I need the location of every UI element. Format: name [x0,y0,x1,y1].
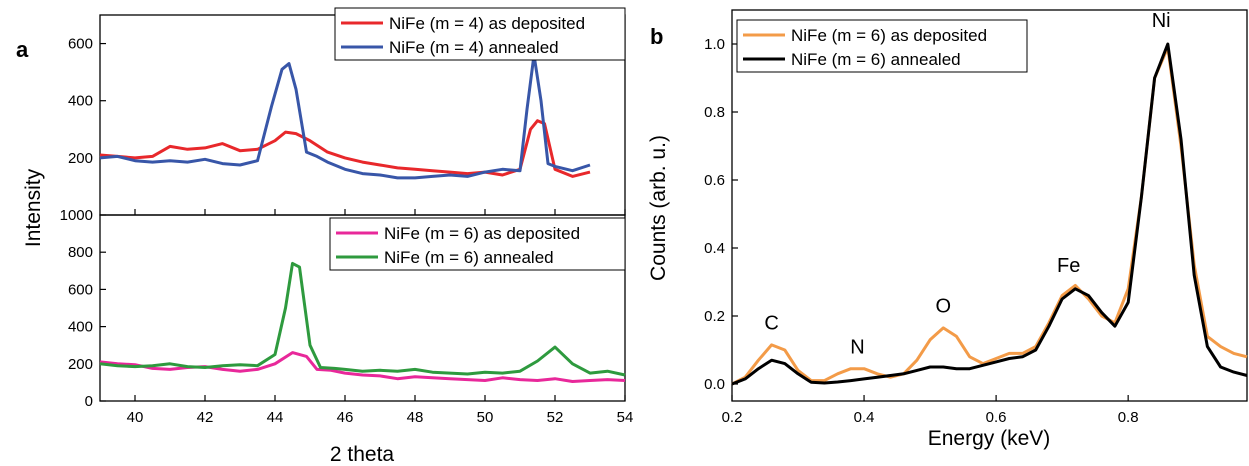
y-tick-label: 0.6 [704,172,725,189]
legend-label: NiFe (m = 6) as deposited [384,224,580,243]
x-tick-label: 42 [197,409,214,426]
series-line-2 [731,42,1248,386]
y-tick-label: 400 [68,319,93,336]
y-tick-label: 0.4 [704,240,725,257]
x-tick-label: 0.4 [854,409,875,426]
y-tick-label: 1.0 [704,36,725,53]
x-tick-label: 54 [617,409,634,426]
legend-label: NiFe (m = 4) as deposited [389,14,585,33]
legend-label: NiFe (m = 6) annealed [384,248,554,267]
x-axis-label-a: 2 theta [330,443,395,466]
x-axis-label-b: Energy (keV) [928,427,1051,450]
y-tick-label: 0.8 [704,104,725,121]
series-line-2 [99,53,591,180]
legend-label: NiFe (m = 6) as deposited [791,26,987,45]
series-line-1 [99,351,626,383]
y-tick-label: 200 [68,356,93,373]
peak-label-c: C [764,313,778,335]
peak-label-o: O [936,296,952,318]
y-tick-label: 200 [68,150,93,167]
y-axis-label-a: Intensity [22,168,45,247]
x-tick-label: 48 [407,409,424,426]
x-tick-label: 44 [267,409,284,426]
legend-label: NiFe (m = 6) annealed [791,50,961,69]
panel-label-a: a [16,37,29,62]
y-tick-label: 800 [68,244,93,261]
plot-frame-a-bottom [99,214,626,402]
plot-frame-b [731,9,1248,402]
legend-box [736,19,1028,73]
y-tick-label: 400 [68,93,93,110]
x-tick-label: 40 [127,409,144,426]
y-tick-label: 0.0 [704,376,725,393]
y-tick-label: 0 [85,393,93,410]
peak-label-fe: Fe [1057,255,1080,277]
y-tick-label: 600 [68,281,93,298]
x-tick-label: 0.6 [986,409,1007,426]
y-axis-label-b: Counts (arb. u.) [647,135,670,281]
peak-label-ni: Ni [1152,10,1171,32]
x-tick-label: 46 [337,409,354,426]
panel-label-b: b [650,24,663,49]
x-tick-label: 0.2 [722,409,743,426]
y-tick-label: 0.2 [704,308,725,325]
series-line-1 [731,45,1248,386]
series-line-2 [99,261,626,377]
legend-box [329,217,626,271]
y-tick-label: 1000 [60,207,93,224]
x-tick-label: 52 [547,409,564,426]
series-line-1 [99,119,591,178]
y-tick-label: 600 [68,36,93,53]
peak-label-n: N [850,336,864,358]
x-tick-label: 50 [477,409,494,426]
x-tick-label: 0.8 [1118,409,1139,426]
legend-label: NiFe (m = 4) annealed [389,38,559,57]
legend-box [334,7,626,61]
